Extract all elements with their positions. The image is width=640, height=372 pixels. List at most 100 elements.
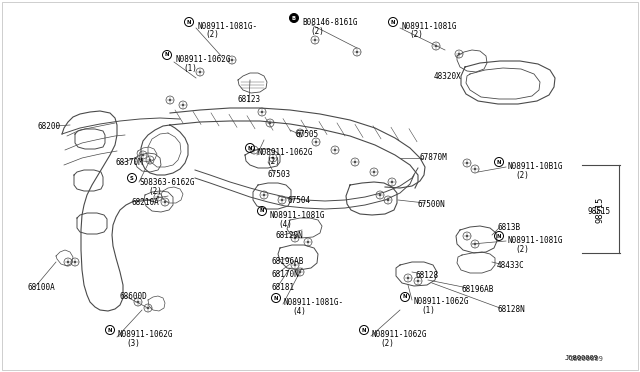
Circle shape	[314, 39, 316, 41]
Circle shape	[281, 199, 283, 201]
Text: N: N	[248, 145, 252, 151]
Circle shape	[307, 241, 309, 243]
Text: N08911-1062G: N08911-1062G	[175, 55, 230, 64]
Text: N08911-1062G: N08911-1062G	[258, 148, 314, 157]
Text: 98515: 98515	[595, 197, 605, 223]
Text: N08911-1081G-: N08911-1081G-	[284, 298, 344, 307]
Text: (2): (2)	[310, 27, 324, 36]
Circle shape	[157, 196, 159, 198]
Circle shape	[417, 280, 419, 282]
Text: N: N	[260, 208, 264, 214]
Text: N08911-1081G: N08911-1081G	[507, 236, 563, 245]
Text: 68123: 68123	[237, 95, 260, 104]
Text: 68170N: 68170N	[271, 270, 299, 279]
Circle shape	[466, 235, 468, 237]
Text: (2): (2)	[515, 171, 529, 180]
Text: (3): (3)	[126, 339, 140, 348]
Text: S08363-6162G: S08363-6162G	[140, 178, 195, 187]
Circle shape	[272, 157, 274, 159]
Circle shape	[137, 301, 140, 303]
Circle shape	[169, 99, 172, 101]
Text: 48320X: 48320X	[434, 72, 461, 81]
Circle shape	[391, 181, 393, 183]
Text: 98515: 98515	[587, 207, 610, 216]
Text: N: N	[108, 327, 112, 333]
Circle shape	[315, 141, 317, 143]
Text: 68129N: 68129N	[276, 231, 304, 240]
Circle shape	[164, 201, 166, 203]
Text: N: N	[164, 52, 169, 58]
Circle shape	[261, 111, 263, 113]
Text: N08911-1062G: N08911-1062G	[372, 330, 428, 339]
Text: 6813B: 6813B	[497, 223, 520, 232]
Text: N: N	[187, 19, 191, 25]
Text: 68100A: 68100A	[28, 283, 56, 292]
Text: 48433C: 48433C	[497, 261, 525, 270]
Text: (2): (2)	[409, 30, 423, 39]
Text: (4): (4)	[278, 220, 292, 229]
Circle shape	[299, 132, 301, 134]
Text: 68370M: 68370M	[116, 158, 144, 167]
Text: N: N	[391, 19, 396, 25]
Text: N08911-1062G: N08911-1062G	[118, 330, 173, 339]
Circle shape	[269, 122, 271, 124]
Text: 68600D: 68600D	[119, 292, 147, 301]
Text: 68128N: 68128N	[497, 305, 525, 314]
Text: 67503: 67503	[268, 170, 291, 179]
Text: B08146-8161G: B08146-8161G	[302, 18, 358, 27]
Text: 67870M: 67870M	[420, 153, 448, 162]
Text: 68181: 68181	[271, 283, 294, 292]
Circle shape	[474, 243, 476, 245]
Circle shape	[379, 194, 381, 196]
Circle shape	[294, 237, 296, 239]
Text: N08911-1062G: N08911-1062G	[413, 297, 468, 306]
Text: 68210A: 68210A	[131, 198, 159, 207]
Circle shape	[231, 59, 233, 61]
Text: N: N	[274, 295, 278, 301]
Circle shape	[372, 171, 375, 173]
Text: 67504: 67504	[287, 196, 310, 205]
Text: N08911-10B1G: N08911-10B1G	[507, 162, 563, 171]
Circle shape	[354, 161, 356, 163]
Text: 68128: 68128	[416, 271, 439, 280]
Circle shape	[299, 271, 301, 273]
Text: (1): (1)	[183, 64, 197, 73]
Text: (2): (2)	[148, 187, 162, 196]
Circle shape	[294, 264, 296, 266]
Text: 68200: 68200	[38, 122, 61, 131]
Circle shape	[407, 277, 409, 279]
Text: N: N	[403, 295, 407, 299]
Circle shape	[458, 53, 460, 55]
Text: N08911-1081G-: N08911-1081G-	[197, 22, 257, 31]
Circle shape	[334, 149, 336, 151]
Text: 68196AB: 68196AB	[271, 257, 303, 266]
Circle shape	[263, 194, 265, 196]
Text: J6800009: J6800009	[570, 356, 604, 362]
Circle shape	[67, 261, 69, 263]
Text: N: N	[362, 327, 366, 333]
Text: 67500N: 67500N	[418, 200, 445, 209]
Text: 68196AB: 68196AB	[462, 285, 494, 294]
Text: N08911-1081G: N08911-1081G	[401, 22, 456, 31]
Text: 67505: 67505	[295, 130, 318, 139]
Text: N: N	[497, 234, 501, 238]
Circle shape	[182, 104, 184, 106]
Text: S: S	[130, 176, 134, 180]
Text: (4): (4)	[292, 307, 306, 316]
Circle shape	[74, 261, 76, 263]
Text: (2): (2)	[205, 30, 219, 39]
Text: N08911-1081G: N08911-1081G	[270, 211, 326, 220]
Text: (1): (1)	[421, 306, 435, 315]
Circle shape	[199, 71, 201, 73]
Circle shape	[356, 51, 358, 53]
Text: N: N	[497, 160, 501, 164]
Circle shape	[253, 149, 255, 151]
Circle shape	[142, 154, 144, 156]
Circle shape	[289, 13, 298, 22]
Text: (2): (2)	[380, 339, 394, 348]
Circle shape	[466, 162, 468, 164]
Circle shape	[387, 199, 389, 201]
Text: B: B	[292, 16, 296, 20]
Circle shape	[435, 45, 437, 47]
Circle shape	[147, 307, 149, 309]
